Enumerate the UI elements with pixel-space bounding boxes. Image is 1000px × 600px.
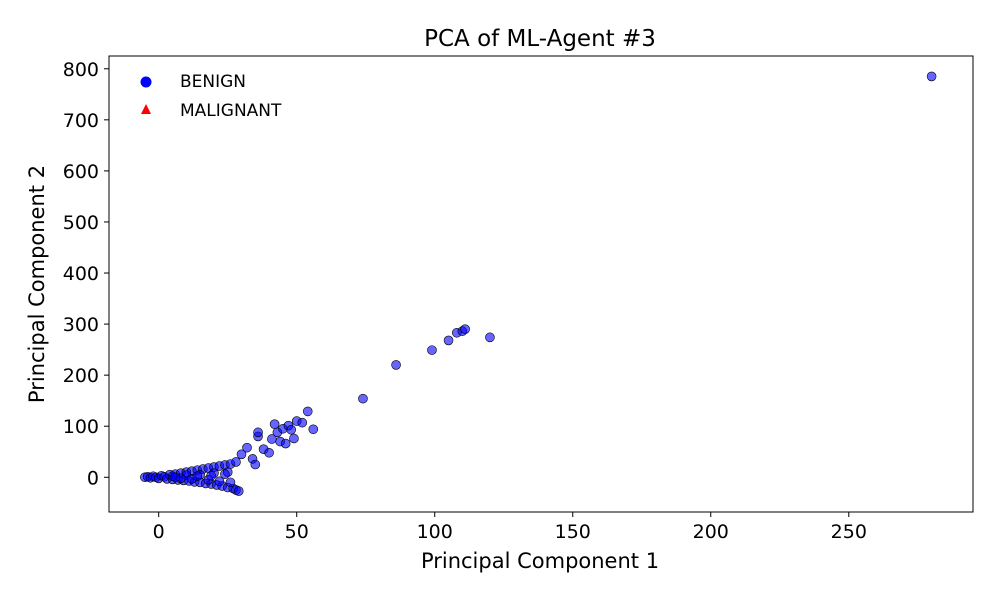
benign-point — [427, 345, 437, 355]
y-tick-label: 400 — [63, 263, 99, 285]
y-tick-label: 0 — [87, 467, 99, 489]
benign-point — [250, 459, 261, 470]
x-tick-label: 50 — [285, 521, 309, 543]
benign-point — [460, 324, 470, 334]
axes-layer: 0 50 100 150 200 250 0 100 200 300 400 500 600 700 800 — [63, 59, 867, 543]
legend-benign-label: BENIGN — [180, 72, 246, 92]
legend-malignant-label: MALIGNANT — [180, 101, 282, 121]
benign-point — [391, 360, 401, 370]
benign-point — [926, 71, 937, 82]
x-axis-label: Principal Component 1 — [421, 549, 659, 573]
benign-point — [358, 393, 368, 404]
x-tick-label: 0 — [153, 521, 165, 543]
benign-point — [443, 335, 454, 346]
benign-point — [269, 419, 280, 429]
benign-point — [286, 424, 296, 435]
benign-point — [233, 486, 244, 496]
y-tick-label: 700 — [63, 110, 99, 132]
x-tick-label: 200 — [693, 521, 729, 543]
legend-benign-marker — [140, 76, 152, 88]
legend-malignant-marker — [141, 104, 151, 114]
points-layer — [140, 71, 937, 496]
benign-point — [297, 417, 308, 428]
benign-point — [225, 477, 236, 488]
chart-title: PCA of ML-Agent #3 — [424, 26, 656, 52]
benign-point — [192, 471, 203, 482]
benign-point — [214, 476, 225, 487]
x-tick-label: 150 — [555, 521, 591, 543]
benign-point — [289, 433, 299, 444]
benign-point — [242, 442, 252, 453]
benign-point — [485, 332, 495, 343]
y-tick-label: 200 — [63, 365, 99, 387]
benign-point — [220, 469, 230, 480]
benign-point — [236, 449, 247, 460]
x-tick-label: 250 — [831, 521, 867, 543]
benign-point — [302, 406, 313, 417]
benign-point — [206, 470, 216, 481]
y-tick-label: 600 — [63, 161, 99, 183]
y-tick-label: 500 — [63, 212, 99, 234]
y-tick-label: 800 — [63, 59, 99, 81]
benign-point — [280, 438, 291, 449]
benign-point — [308, 424, 319, 435]
legend: BENIGN MALIGNANT — [140, 72, 282, 121]
benign-point — [170, 472, 181, 483]
y-tick-label: 100 — [63, 416, 99, 438]
x-tick-label: 100 — [417, 521, 453, 543]
y-tick-label: 300 — [63, 314, 99, 336]
benign-point — [264, 447, 274, 458]
benign-point — [253, 427, 263, 438]
benign-point — [231, 457, 241, 467]
plot-area-frame — [108, 55, 974, 513]
y-axis-label: Principal Component 2 — [25, 165, 49, 403]
